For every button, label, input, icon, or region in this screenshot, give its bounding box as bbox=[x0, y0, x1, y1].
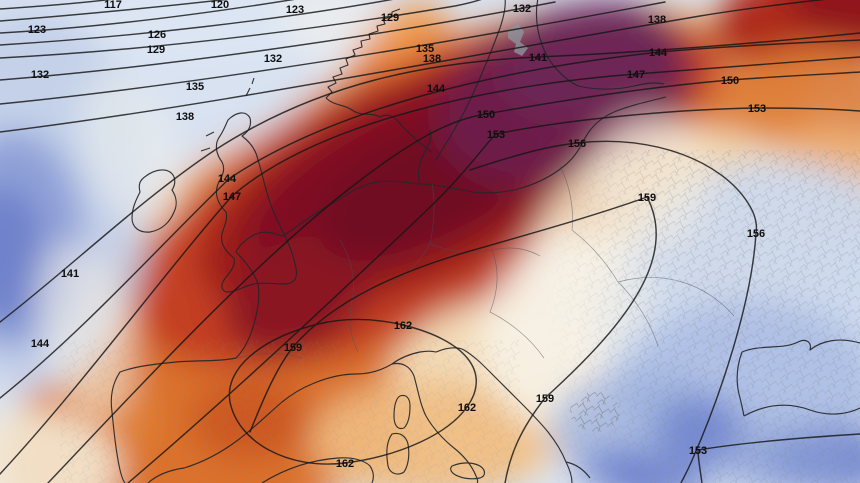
contour-label: 123 bbox=[28, 24, 46, 36]
contour-156 bbox=[469, 140, 758, 483]
contour-159 bbox=[249, 196, 657, 483]
contour-label: 162 bbox=[336, 458, 354, 470]
contour-129 bbox=[0, 0, 482, 59]
coast-north-africa bbox=[261, 457, 374, 483]
contour-label: 156 bbox=[568, 138, 586, 150]
coast-sardinia bbox=[386, 432, 410, 475]
contour-label: 141 bbox=[61, 268, 79, 280]
terrain-patches bbox=[508, 24, 620, 432]
contour-label: 162 bbox=[394, 320, 412, 332]
contour-label: 150 bbox=[477, 109, 495, 121]
coast-black-sea-west bbox=[736, 351, 745, 417]
coast-sicily bbox=[450, 462, 486, 480]
contour-132 bbox=[0, 1, 556, 81]
contour-138 bbox=[0, 0, 826, 133]
coast-italy-west bbox=[391, 362, 479, 483]
contour-label: 132 bbox=[513, 3, 531, 15]
contour-153-north bbox=[127, 107, 860, 483]
contour-label: 153 bbox=[748, 103, 766, 115]
coast-black-sea-north bbox=[741, 339, 860, 353]
coast-denmark bbox=[417, 129, 432, 185]
contour-label: 123 bbox=[286, 4, 304, 16]
coast-corsica bbox=[393, 394, 411, 430]
coast-adriatic bbox=[391, 347, 573, 483]
contour-label: 135 bbox=[186, 81, 204, 93]
coast-med-spain-france bbox=[147, 363, 393, 483]
contour-label: 144 bbox=[427, 83, 446, 95]
contour-123 bbox=[0, 0, 295, 34]
contour-117 bbox=[0, 0, 113, 10]
coast-scottish-isles bbox=[200, 77, 255, 152]
contour-label: 135 bbox=[416, 43, 434, 55]
contour-label: 141 bbox=[529, 52, 547, 64]
contour-label: 144 bbox=[31, 338, 50, 350]
contour-label: 129 bbox=[381, 12, 399, 24]
contour-label: 147 bbox=[223, 191, 241, 203]
mountain-hatch bbox=[570, 392, 620, 432]
contour-135 bbox=[0, 1, 666, 105]
coast-greece bbox=[565, 461, 591, 479]
contour-label: 159 bbox=[536, 393, 554, 405]
contour-label: 153 bbox=[487, 129, 505, 141]
contour-label: 132 bbox=[264, 53, 282, 65]
contour-162-loop bbox=[228, 318, 477, 465]
contour-153-southeast bbox=[697, 433, 860, 483]
contour-label: 150 bbox=[721, 75, 739, 87]
coast-sweden bbox=[435, 0, 506, 161]
contour-label: 156 bbox=[747, 228, 765, 240]
contour-label: 144 bbox=[649, 47, 668, 59]
coast-baltic bbox=[419, 96, 667, 194]
contour-label: 117 bbox=[104, 0, 122, 11]
admin-borders-mesh-south bbox=[60, 340, 520, 483]
contour-label: 138 bbox=[176, 111, 194, 123]
contour-label: 153 bbox=[689, 445, 707, 457]
contour-label: 138 bbox=[648, 14, 666, 26]
coast-skagerrak bbox=[325, 97, 433, 153]
contour-147 bbox=[0, 56, 860, 475]
contour-label: 159 bbox=[638, 192, 656, 204]
contour-label: 138 bbox=[423, 53, 441, 65]
contour-120 bbox=[0, 0, 228, 22]
coast-ireland bbox=[131, 169, 177, 233]
contour-label: 132 bbox=[31, 69, 49, 81]
contour-144 bbox=[0, 39, 860, 399]
contour-150 bbox=[47, 71, 860, 483]
coast-finland bbox=[535, 0, 665, 90]
contour-label: 129 bbox=[147, 44, 165, 56]
contour-label: 120 bbox=[211, 0, 229, 11]
contour-126 bbox=[0, 0, 393, 46]
glacier-patch bbox=[508, 24, 528, 56]
coast-britain bbox=[215, 112, 298, 293]
coast-anatolia bbox=[743, 404, 860, 417]
admin-borders-mesh bbox=[540, 150, 860, 483]
contour-label: 144 bbox=[218, 173, 237, 185]
contour-label: 159 bbox=[284, 342, 302, 354]
contour-141 bbox=[0, 32, 860, 323]
country-borders bbox=[237, 165, 735, 359]
contour-label: 147 bbox=[627, 69, 645, 81]
contour-label: 162 bbox=[458, 402, 476, 414]
contour-labels: 117 1201231231261291291321321321351351381… bbox=[28, 0, 766, 470]
contour-label: 126 bbox=[148, 29, 166, 41]
